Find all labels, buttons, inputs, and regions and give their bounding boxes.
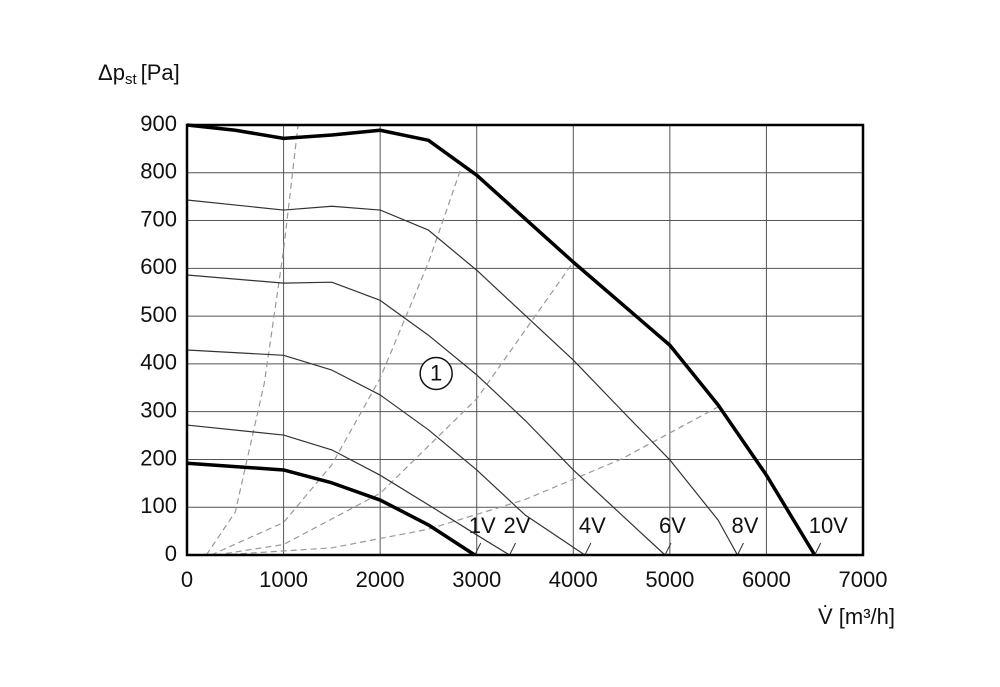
- system-curve: [220, 406, 719, 556]
- system-curve: [215, 261, 574, 556]
- y-tick-label: 800: [140, 159, 177, 184]
- fan-curve: [186, 123, 817, 556]
- y-tick-label: 900: [140, 111, 177, 136]
- curve-label: 8V: [731, 513, 758, 538]
- fan-curve: [186, 274, 666, 556]
- plot-frame: [185, 123, 865, 557]
- fan-curve: [186, 461, 476, 557]
- fan-curve: [186, 349, 586, 556]
- x-tick-label: 6000: [742, 567, 791, 592]
- label-leader: [474, 542, 482, 556]
- x-tick-label: 5000: [645, 567, 694, 592]
- x-tick-label: 7000: [839, 567, 888, 592]
- label-leader: [509, 542, 516, 556]
- curve-label: 2V: [504, 513, 531, 538]
- y-axis-label: Δpst [Pa]: [98, 60, 180, 88]
- label-leader: [584, 542, 592, 556]
- y-tick-label: 300: [140, 397, 177, 422]
- y-tick-label: 500: [140, 302, 177, 327]
- label-leader: [814, 542, 822, 556]
- label-leader: [737, 542, 744, 556]
- x-tick-label: 1000: [259, 567, 308, 592]
- y-tick-label: 600: [140, 254, 177, 279]
- label-leader: [664, 542, 672, 556]
- y-tick-label: 700: [140, 206, 177, 231]
- curve-label: 6V: [659, 513, 686, 538]
- curve-label: 4V: [579, 513, 606, 538]
- annotation: 1: [430, 360, 442, 385]
- y-tick-label: 400: [140, 350, 177, 375]
- x-tick-label: 4000: [549, 567, 598, 592]
- fan-curve: [186, 424, 510, 556]
- x-tick-label: 2000: [356, 567, 405, 592]
- system-curve: [210, 170, 461, 556]
- x-tick-label: 3000: [452, 567, 501, 592]
- annotation-circle: [419, 356, 453, 391]
- curve-label: 10V: [809, 513, 848, 538]
- y-tick-label: 0: [165, 541, 177, 566]
- curve-label: 1V: [469, 513, 496, 538]
- system-curve: [205, 124, 299, 556]
- x-tick-label: 0: [181, 567, 193, 592]
- y-tick-label: 100: [140, 493, 177, 518]
- fan-curve: [186, 199, 738, 556]
- x-axis-label: V̇ [m³/h]: [818, 604, 895, 629]
- y-tick-label: 200: [140, 445, 177, 470]
